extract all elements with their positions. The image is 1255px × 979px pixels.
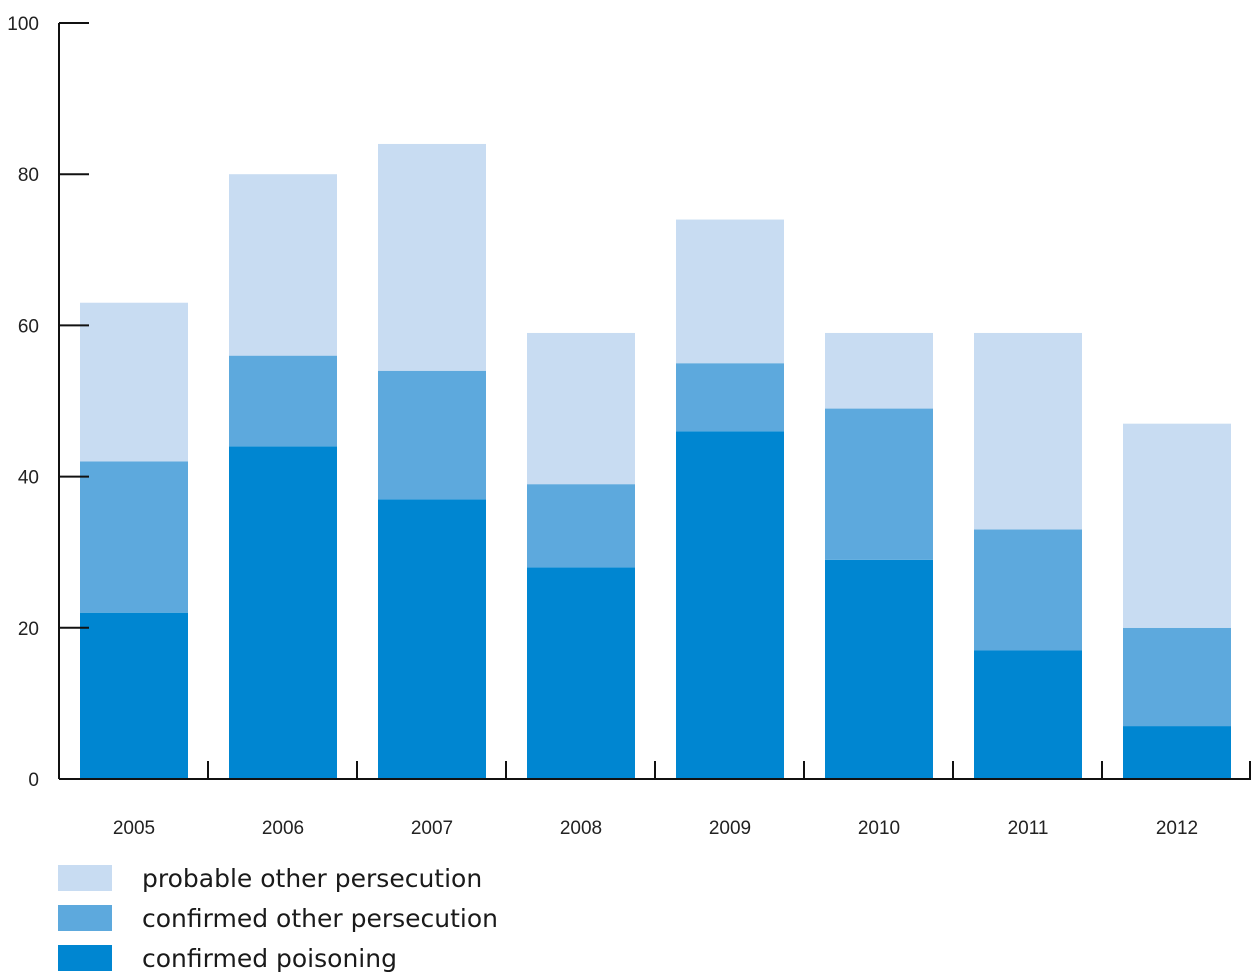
bar-segment-2010-probable-other-persecution: [825, 332, 933, 409]
y-tick-label-100: 100: [7, 14, 39, 35]
legend-swatch: [58, 905, 112, 931]
x-tick-label-2011: 2011: [1008, 818, 1049, 839]
bar-segment-2011-confirmed-poisoning: [974, 650, 1082, 779]
y-tick-label-20: 20: [18, 619, 39, 640]
bar-segment-2011-confirmed-other-persecution: [974, 529, 1082, 651]
bar-segment-2005-confirmed-poisoning: [80, 612, 188, 779]
y-tick-label-0: 0: [28, 770, 39, 791]
y-tick-label-40: 40: [18, 468, 39, 489]
legend-swatch: [58, 945, 112, 971]
bar-segment-2012-probable-other-persecution: [1123, 423, 1231, 628]
bar-segment-2012-confirmed-other-persecution: [1123, 627, 1231, 727]
x-tick-label-2008: 2008: [560, 818, 602, 839]
x-tick-label-2006: 2006: [262, 818, 304, 839]
bar-segment-2006-probable-other-persecution: [229, 174, 337, 356]
stacked-bar-chart: 0 20 40 60 80 100 2005 2006 2007 2008 2009 2010 2011…: [7, 14, 1251, 839]
y-tick-label-60: 60: [18, 316, 39, 337]
x-tick-label-2012: 2012: [1156, 818, 1198, 839]
bar-segment-2006-confirmed-other-persecution: [229, 355, 337, 447]
legend-item-confirmed-poisoning: confirmed poisoning: [58, 938, 498, 978]
bar-segment-2011-probable-other-persecution: [974, 332, 1082, 530]
bar-segment-2009-confirmed-other-persecution: [676, 363, 784, 432]
y-tick-label-80: 80: [18, 165, 39, 186]
x-tick-label-2009: 2009: [709, 818, 751, 839]
bar-segment-2005-probable-other-persecution: [80, 302, 188, 462]
legend-item-probable-other-persecution: probable other persecution: [58, 858, 498, 898]
bar-segment-2012-confirmed-poisoning: [1123, 726, 1231, 779]
legend-item-confirmed-other-persecution: confirmed other persecution: [58, 898, 498, 938]
bar-segment-2006-confirmed-poisoning: [229, 446, 337, 779]
bars-layer: [80, 143, 1231, 779]
bar-segment-2009-confirmed-poisoning: [676, 431, 784, 779]
bar-segment-2009-probable-other-persecution: [676, 219, 784, 364]
legend-label: confirmed other persecution: [142, 903, 498, 933]
legend-swatch: [58, 865, 112, 891]
bar-segment-2007-probable-other-persecution: [378, 143, 486, 371]
bar-segment-2010-confirmed-other-persecution: [825, 408, 933, 560]
x-tick-label-2005: 2005: [113, 818, 155, 839]
bar-segment-2005-confirmed-other-persecution: [80, 461, 188, 613]
labels-layer: 0 20 40 60 80 100 2005 2006 2007 2008 2009 2010 2011…: [7, 14, 1198, 839]
bar-segment-2007-confirmed-other-persecution: [378, 370, 486, 500]
legend: probable other persecution confirmed othe…: [58, 858, 498, 978]
x-tick-label-2007: 2007: [411, 818, 453, 839]
legend-label: confirmed poisoning: [142, 943, 397, 973]
legend-label: probable other persecution: [142, 863, 483, 893]
bar-segment-2008-probable-other-persecution: [527, 332, 635, 485]
bar-segment-2008-confirmed-other-persecution: [527, 484, 635, 568]
bar-segment-2007-confirmed-poisoning: [378, 499, 486, 779]
bar-segment-2008-confirmed-poisoning: [527, 567, 635, 779]
axes-layer: [58, 22, 1251, 780]
bar-segment-2010-confirmed-poisoning: [825, 559, 933, 779]
x-tick-label-2010: 2010: [858, 818, 900, 839]
